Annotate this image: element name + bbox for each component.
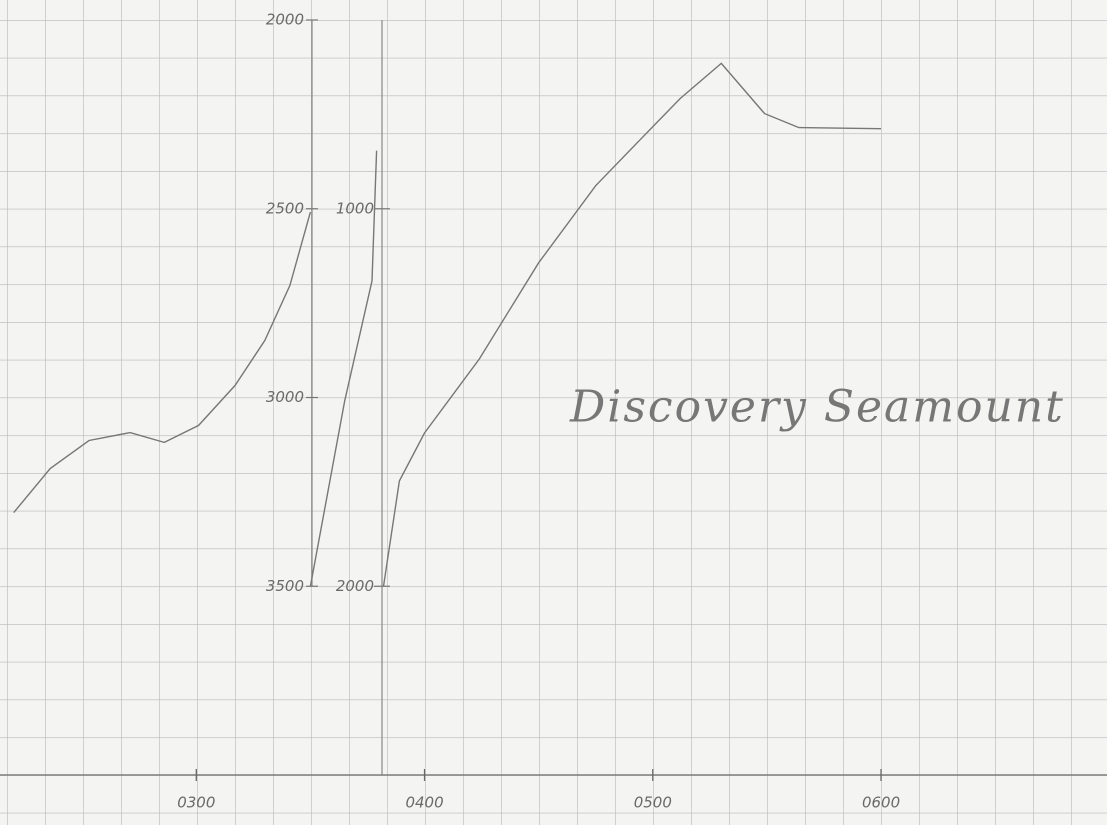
y-tick-label: 2000 [266,11,304,29]
x-tick-label: 0600 [862,794,900,812]
y2-tick-label: 2000 [336,577,374,595]
y-tick-label: 3500 [266,577,304,595]
depth-line [309,150,378,587]
annotation: Discovery Seamount [569,382,1065,433]
y-tick-label: 2500 [266,199,304,217]
y2-tick-label: 1000 [336,199,374,217]
depth-line [13,211,312,514]
x-tick-label: 0400 [405,794,443,812]
y-tick-label: 3000 [266,388,304,406]
x-tick-label: 0300 [177,794,215,812]
x-tick-label: 0500 [634,794,672,812]
depth-line [382,62,882,587]
